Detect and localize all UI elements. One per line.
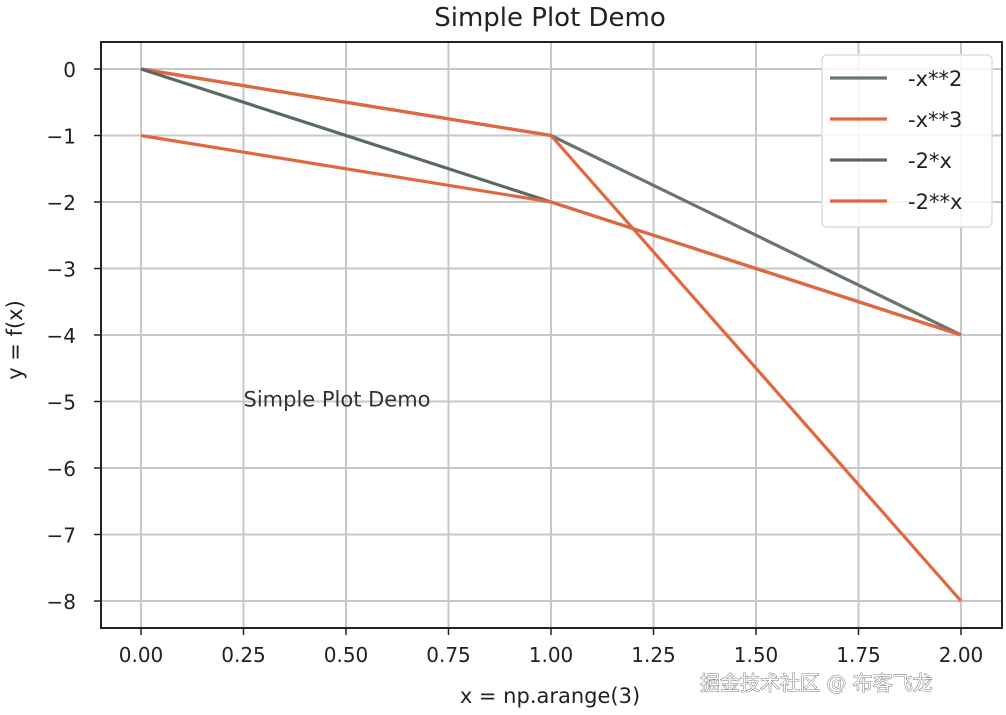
- y-tick-label: −3: [47, 258, 76, 282]
- chart-title: Simple Plot Demo: [434, 3, 666, 33]
- x-tick-label: 0.50: [324, 643, 369, 667]
- legend-label: -x**2: [908, 67, 962, 91]
- x-tick-label: 0.75: [426, 643, 471, 667]
- legend-box: [821, 54, 993, 228]
- y-axis-label: y = f(x): [3, 300, 27, 380]
- x-tick-label: 1.75: [836, 643, 881, 667]
- legend-label: -x**3: [908, 108, 962, 132]
- series-line: [140, 133, 962, 337]
- x-tick-label: 0.25: [221, 643, 266, 667]
- x-tick-label: 0.00: [119, 643, 164, 667]
- x-tick-label: 2.00: [939, 643, 984, 667]
- y-tick-label: −2: [47, 191, 76, 215]
- watermark: 掘金技术社区 @ 布客飞龙: [700, 671, 933, 695]
- y-axis-ticks: 0 −1 −2 −3 −4 −5 −6 −7 −8: [47, 58, 101, 614]
- x-tick-label: 1.50: [734, 643, 779, 667]
- x-axis-ticks: 0.00 0.25 0.50 0.75 1.00 1.25 1.50 1.75 2.00: [119, 628, 984, 667]
- x-tick-label: 1.00: [529, 643, 574, 667]
- legend-label: -2**x: [908, 190, 962, 214]
- y-tick-label: −4: [47, 324, 76, 348]
- series-line: [140, 67, 963, 603]
- legend-label: -2*x: [908, 149, 952, 173]
- y-tick-label: −8: [47, 590, 76, 614]
- legend: -x**2 -x**3 -2*x -2**x: [821, 54, 993, 228]
- y-tick-label: −7: [47, 524, 76, 548]
- x-axis-label: x = np.arange(3): [460, 684, 640, 708]
- plot-annotation: Simple Plot Demo: [244, 388, 431, 412]
- y-tick-label: 0: [63, 58, 76, 82]
- grid-lines: [101, 42, 1002, 628]
- series-lines: [140, 67, 963, 603]
- y-tick-label: −5: [47, 391, 76, 415]
- y-tick-label: −6: [47, 457, 76, 481]
- y-tick-label: −1: [47, 125, 76, 149]
- x-tick-label: 1.25: [631, 643, 676, 667]
